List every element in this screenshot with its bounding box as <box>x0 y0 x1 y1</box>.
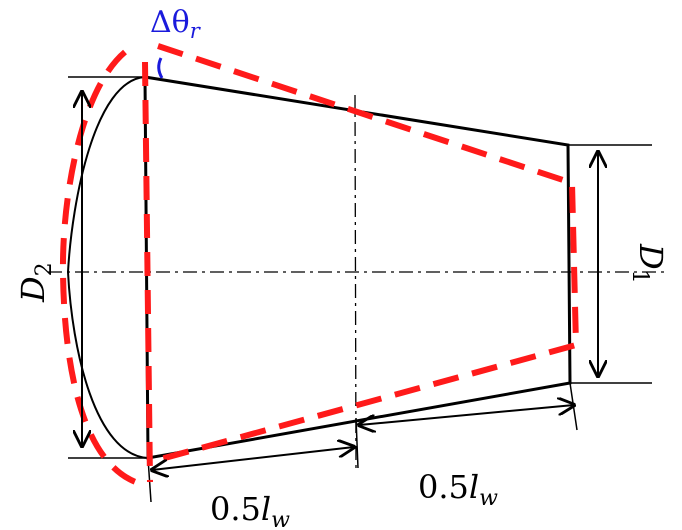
deformed-outline <box>149 43 580 465</box>
half-length-right-arrow <box>359 405 574 425</box>
deformed-left-edge <box>142 61 153 483</box>
vertical-centerline <box>354 94 357 471</box>
angle-label: Δθr <box>150 5 202 43</box>
angle-arc <box>157 57 164 79</box>
half-length-left-arrow <box>152 447 354 470</box>
half-length-left-label: 0.5lw <box>210 490 290 530</box>
extension-line <box>569 382 578 431</box>
d1-label: D1 <box>627 243 670 284</box>
deformed-bulge-curve <box>59 49 146 488</box>
extension-line <box>355 417 359 469</box>
original-outline <box>143 75 572 460</box>
half-length-right-label: 0.5lw <box>418 468 498 511</box>
original-bulge-curve <box>66 76 149 459</box>
d2-label: D2 <box>14 262 57 303</box>
